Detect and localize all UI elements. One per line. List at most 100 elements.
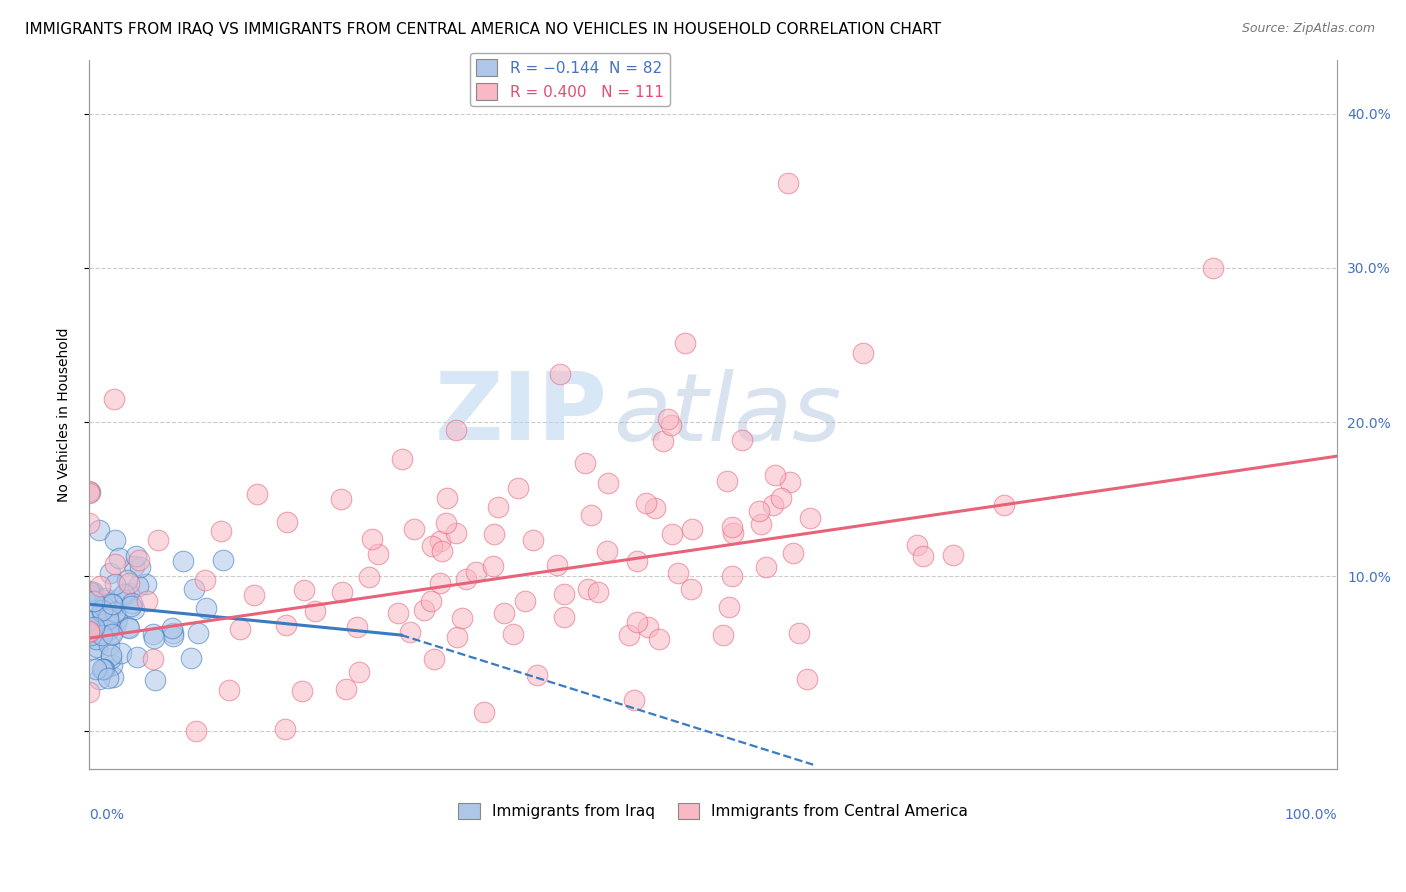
Point [83, 612, 105, 626]
Point [626, 554, 648, 568]
Point [105, 612, 128, 626]
Point [93, 599, 115, 614]
Point [187, 625, 209, 640]
Point [77, 624, 100, 639]
Point [420, 594, 443, 608]
Point [506, 481, 529, 495]
Point [762, 498, 785, 512]
Point [763, 467, 786, 482]
Point [80, 628, 103, 642]
Point [79, 584, 101, 599]
Point [77, 516, 100, 530]
Point [717, 600, 740, 615]
Point [90, 616, 112, 631]
Text: atlas: atlas [613, 369, 842, 460]
Point [347, 665, 370, 680]
Point [100, 625, 122, 640]
Point [755, 559, 778, 574]
Point [100, 651, 122, 665]
Point [666, 566, 689, 580]
Point [128, 553, 150, 567]
Point [273, 723, 295, 737]
Point [162, 629, 184, 643]
Point [581, 508, 603, 522]
Point [122, 602, 145, 616]
Point [97, 671, 120, 685]
Point [246, 487, 269, 501]
Point [135, 594, 157, 608]
Point [546, 558, 568, 572]
Point [292, 582, 315, 597]
Point [644, 500, 666, 515]
Point [229, 622, 252, 636]
Point [626, 615, 648, 629]
Text: 100.0%: 100.0% [1285, 808, 1337, 822]
Point [623, 693, 645, 707]
Point [86, 620, 108, 634]
Point [659, 418, 682, 433]
Point [194, 573, 217, 587]
Point [94, 597, 117, 611]
Point [482, 559, 505, 574]
Point [420, 539, 443, 553]
Point [94, 593, 117, 607]
Point [596, 476, 619, 491]
Point [905, 538, 928, 552]
Point [748, 504, 770, 518]
Point [142, 652, 165, 666]
Point [486, 500, 509, 515]
Point [83, 593, 105, 607]
Point [77, 485, 100, 500]
Point [492, 606, 515, 620]
Point [484, 526, 506, 541]
Point [80, 641, 103, 656]
Point [661, 527, 683, 541]
Point [97, 638, 120, 652]
Point [108, 550, 131, 565]
Point [89, 523, 111, 537]
Point [142, 626, 165, 640]
Point [135, 577, 157, 591]
Point [110, 591, 132, 605]
Point [716, 474, 738, 488]
Point [429, 576, 451, 591]
Point [125, 549, 148, 563]
Point [852, 345, 875, 359]
Point [586, 585, 609, 599]
Point [79, 484, 101, 499]
Point [574, 456, 596, 470]
Point [125, 650, 148, 665]
Point [779, 475, 801, 489]
Point [782, 546, 804, 560]
Point [304, 603, 326, 617]
Point [104, 605, 127, 619]
Point [172, 554, 194, 568]
Point [942, 548, 965, 562]
Point [731, 433, 754, 447]
Point [675, 336, 697, 351]
Point [429, 534, 451, 549]
Point [183, 582, 205, 596]
Point [209, 524, 232, 539]
Point [789, 625, 811, 640]
Point [94, 591, 117, 605]
Point [679, 582, 702, 596]
Point [721, 519, 744, 533]
Point [444, 525, 467, 540]
Point [94, 596, 117, 610]
Point [103, 392, 125, 406]
Point [502, 627, 524, 641]
Point [367, 547, 389, 561]
Point [89, 579, 111, 593]
Point [912, 549, 935, 563]
Point [413, 602, 436, 616]
Point [100, 597, 122, 611]
Point [526, 668, 548, 682]
Point [1201, 260, 1223, 275]
Point [127, 579, 149, 593]
Point [553, 586, 575, 600]
Point [617, 628, 640, 642]
Point [112, 587, 135, 601]
Point [77, 484, 100, 499]
Point [180, 650, 202, 665]
